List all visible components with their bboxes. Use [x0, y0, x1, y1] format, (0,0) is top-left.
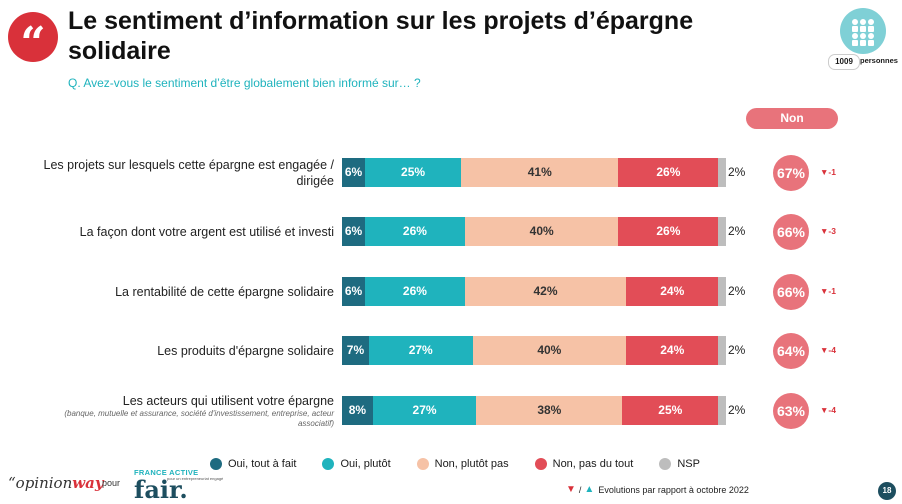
non-total-badge: 66% — [773, 273, 809, 310]
evolution-indicator: ▼-4 — [820, 405, 836, 415]
bar-row: 6% 26% 40% 26% — [342, 217, 726, 246]
bar-segment: 24% — [626, 336, 719, 365]
pour-label: pour — [102, 478, 121, 488]
category-label: Les projets sur lesquels cette épargne e… — [40, 157, 334, 189]
nsp-value-label: 2% — [728, 403, 746, 417]
category-note: (banque, mutuelle et assurance, société … — [64, 408, 334, 428]
bar-segment: 27% — [368, 336, 473, 365]
triangle-up-icon: ▲ — [584, 484, 595, 495]
nsp-value-label: 2% — [728, 284, 746, 298]
quote-mark-logo: “ — [8, 474, 16, 492]
category-label-text: Les produits d'épargne solidaire — [157, 343, 334, 358]
bar-row: 8% 27% 38% 25% — [342, 396, 726, 425]
quote-icon: “ — [8, 12, 58, 69]
category-label: La rentabilité de cette épargne solidair… — [40, 284, 334, 300]
panel-count: 1009 — [828, 54, 860, 70]
people-group-icon — [840, 8, 886, 54]
bar-segment — [718, 396, 726, 425]
legend-item: Oui, tout à fait — [210, 458, 296, 470]
bar-row: 6% 26% 42% 24% — [342, 277, 726, 306]
footnote-separator: / — [578, 484, 582, 495]
legend-swatch — [210, 458, 222, 470]
bar-segment: 6% — [342, 158, 366, 187]
bar-segment: 7% — [342, 336, 369, 365]
evolution-footnote: ▼ / ▲ Evolutions par rapport à octobre 2… — [566, 484, 749, 495]
legend-swatch — [322, 458, 335, 470]
bar-segment: 24% — [626, 277, 719, 306]
legend: Oui, tout à fait Oui, plutôt Non, plutôt p… — [210, 456, 726, 472]
legend-label: Non, plutôt pas — [434, 458, 509, 470]
legend-label: Oui, tout à fait — [228, 458, 297, 470]
triangle-down-icon: ▼ — [566, 484, 576, 495]
nsp-value-label: 2% — [728, 165, 746, 179]
france-active-logo: FRANCE ACTIVE — [134, 468, 199, 477]
legend-swatch — [416, 458, 429, 470]
panel-label: personnes — [860, 56, 898, 65]
legend-item: Oui, plutôt — [322, 458, 391, 470]
bar-segment: 6% — [342, 217, 366, 246]
evolution-indicator: ▼-1 — [820, 167, 836, 177]
bar-segment: 26% — [618, 158, 719, 187]
legend-swatch — [534, 458, 547, 470]
nsp-value-label: 2% — [728, 343, 746, 357]
fair-logo: fair. — [134, 475, 188, 504]
non-total-badge: 64% — [773, 332, 809, 369]
opinionway-logo: “opinionway — [8, 474, 104, 492]
bar-segment: 6% — [342, 277, 366, 306]
bar-segment: 26% — [365, 277, 465, 306]
legend-label: Non, pas du tout — [552, 458, 634, 470]
category-label-text: La rentabilité de cette épargne solidair… — [115, 284, 334, 299]
bar-segment: 38% — [476, 396, 623, 425]
legend-item: NSP — [659, 458, 700, 470]
non-total-badge: 66% — [773, 213, 809, 250]
nsp-value-label: 2% — [728, 224, 746, 238]
evolution-indicator: ▼-3 — [820, 226, 836, 236]
bar-segment: 26% — [365, 217, 465, 246]
category-label-text: La façon dont votre argent est utilisé e… — [79, 224, 334, 239]
bar-segment: 25% — [622, 396, 719, 425]
bar-segment: 40% — [472, 336, 627, 365]
page-number: 18 — [878, 482, 896, 500]
bar-segment: 40% — [464, 217, 619, 246]
evolution-indicator: ▼-4 — [820, 345, 836, 355]
bar-segment — [718, 277, 726, 306]
legend-label: NSP — [677, 458, 700, 470]
bar-segment: 8% — [342, 396, 373, 425]
non-total-badge: 67% — [773, 154, 809, 191]
question-subtitle: Q. Avez-vous le sentiment d’être globale… — [68, 76, 421, 90]
category-label: Les acteurs qui utilisent votre épargne(… — [40, 393, 334, 429]
non-header-badge: Non — [746, 108, 838, 129]
brand-main: opinion — [15, 474, 73, 492]
category-label-text: Les acteurs qui utilisent votre épargne — [122, 393, 334, 408]
non-total-badge: 63% — [773, 392, 809, 429]
bar-segment: 42% — [464, 277, 627, 306]
page-title: Le sentiment d’information sur les proje… — [68, 7, 694, 65]
bar-segment — [718, 336, 726, 365]
brand-accent: way — [72, 474, 104, 492]
legend-swatch — [659, 458, 672, 470]
france-active-tagline: pour un entrepreneuriat engagé — [167, 476, 224, 481]
bar-segment: 27% — [372, 396, 477, 425]
footnote-text: Evolutions par rapport à octobre 2022 — [598, 484, 749, 495]
bar-segment — [718, 158, 726, 187]
category-label: Les produits d'épargne solidaire — [40, 343, 334, 359]
evolution-indicator: ▼-1 — [820, 286, 836, 296]
legend-item: Non, plutôt pas — [416, 458, 509, 470]
legend-item: Non, pas du tout — [534, 458, 634, 470]
bar-row: 7% 27% 40% 24% — [342, 336, 726, 365]
category-label-text: Les projets sur lesquels cette épargne e… — [43, 157, 334, 188]
bar-segment: 41% — [461, 158, 619, 187]
bar-segment — [718, 217, 726, 246]
category-label: La façon dont votre argent est utilisé e… — [40, 224, 334, 240]
bar-row: 6% 25% 41% 26% — [342, 158, 726, 187]
bar-segment: 26% — [618, 217, 719, 246]
legend-label: Oui, plutôt — [340, 458, 391, 470]
bar-segment: 25% — [365, 158, 462, 187]
